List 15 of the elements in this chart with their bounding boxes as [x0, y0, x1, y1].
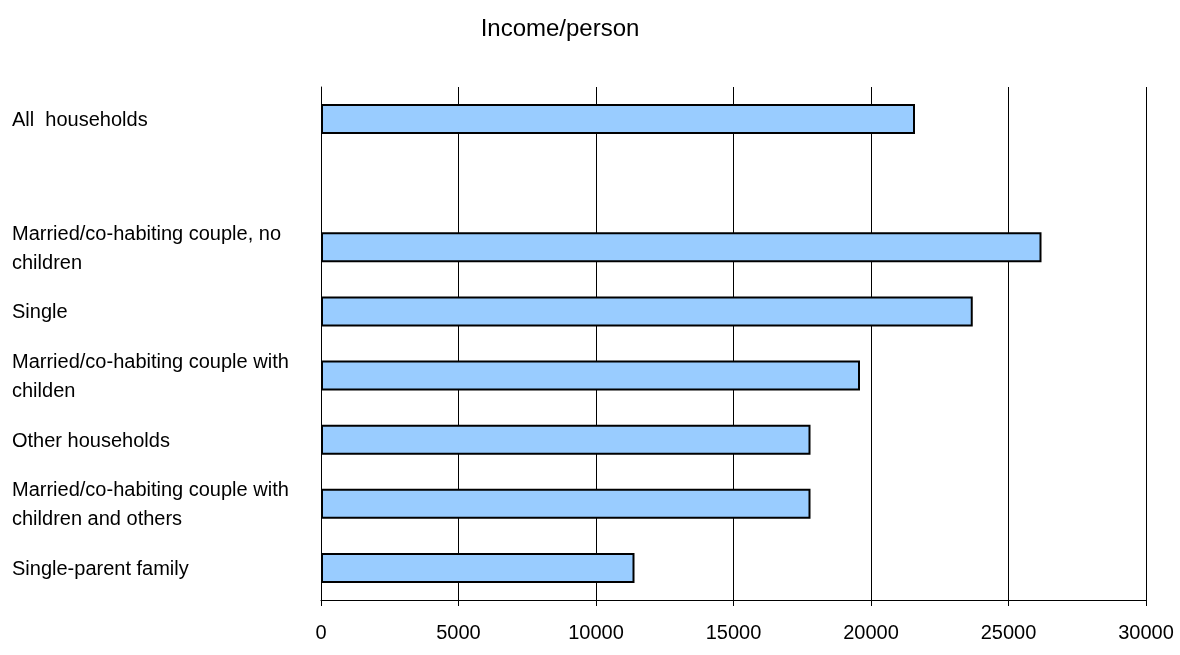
y-tick-label: Other households	[12, 428, 170, 451]
y-tick-label: Married/co-habiting couple, no children	[12, 221, 287, 273]
x-tick-label: 0	[315, 621, 327, 643]
y-tick-label: Single	[12, 300, 68, 323]
y-tick-label: Married/co-habiting couple with children and others	[12, 478, 295, 530]
x-tick-label: 15000	[705, 621, 762, 643]
chart-title: Income/person	[480, 13, 640, 41]
y-tick-label: Married/co-habiting couple with childen	[12, 350, 295, 402]
x-tick-label: 25000	[980, 621, 1037, 643]
x-tick-label: 5000	[436, 621, 481, 643]
x-tick-label: 30000	[1118, 621, 1174, 643]
y-tick-label: All households	[12, 108, 148, 131]
x-tick-label: 20000	[843, 621, 899, 643]
y-tick-label: Single-parent family	[12, 556, 189, 579]
x-tick-label: 10000	[568, 621, 624, 643]
